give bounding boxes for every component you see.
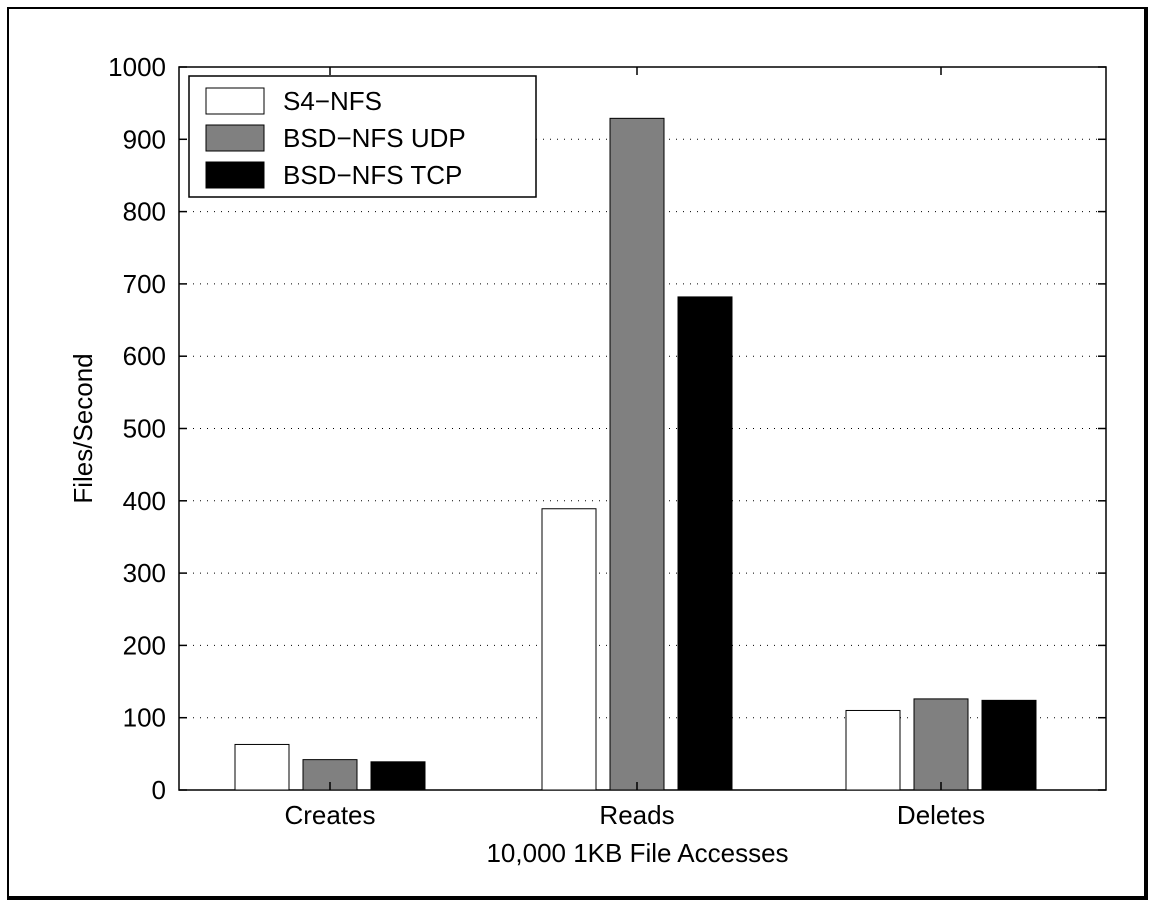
legend-swatch-2	[205, 124, 265, 152]
bar-reads-series-1	[541, 508, 597, 791]
bar-creates-series-3	[370, 761, 426, 791]
legend-swatch-3	[205, 161, 265, 189]
bar-reads-series-2	[609, 117, 665, 791]
bar-reads-series-3	[677, 296, 733, 791]
y-tick-label: 800	[123, 197, 166, 227]
bar-deletes-series-2	[913, 698, 969, 791]
legend-swatch-1	[205, 87, 265, 115]
y-tick-label: 500	[123, 414, 166, 444]
y-tick-label: 700	[123, 269, 166, 299]
legend: S4−NFS BSD−NFS UDP BSD−NFS TCP	[188, 75, 537, 198]
x-tick-label-deletes: Deletes	[897, 800, 985, 830]
y-axis: 0 100 200 300 400 500 600 700 800 900 1000	[108, 52, 1106, 805]
bars	[234, 117, 1037, 791]
bar-deletes-series-1	[845, 709, 901, 791]
legend-label-1: S4−NFS	[283, 86, 382, 116]
legend-label-3: BSD−NFS TCP	[283, 160, 462, 190]
bar-deletes-series-3	[981, 699, 1037, 791]
y-tick-label: 600	[123, 341, 166, 371]
y-tick-label: 400	[123, 486, 166, 516]
figure-frame	[7, 7, 1148, 900]
y-tick-label: 0	[152, 775, 166, 805]
y-tick-label: 300	[123, 558, 166, 588]
y-tick-label: 200	[123, 630, 166, 660]
x-tick-label-creates: Creates	[284, 800, 375, 830]
y-tick-label: 100	[123, 703, 166, 733]
y-axis-label: Files/Second	[68, 353, 98, 503]
x-axis-label: 10,000 1KB File Accesses	[486, 838, 788, 868]
x-tick-label-reads: Reads	[599, 800, 674, 830]
bar-creates-series-1	[234, 743, 290, 791]
x-axis: Creates Reads Deletes	[284, 67, 985, 830]
y-tick-label: 900	[123, 124, 166, 154]
legend-label-2: BSD−NFS UDP	[283, 123, 466, 153]
y-tick-label: 1000	[108, 52, 166, 82]
